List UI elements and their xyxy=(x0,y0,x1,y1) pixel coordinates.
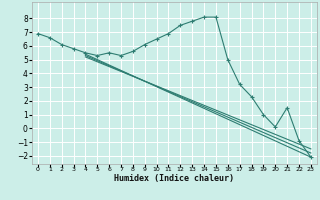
X-axis label: Humidex (Indice chaleur): Humidex (Indice chaleur) xyxy=(115,174,234,183)
